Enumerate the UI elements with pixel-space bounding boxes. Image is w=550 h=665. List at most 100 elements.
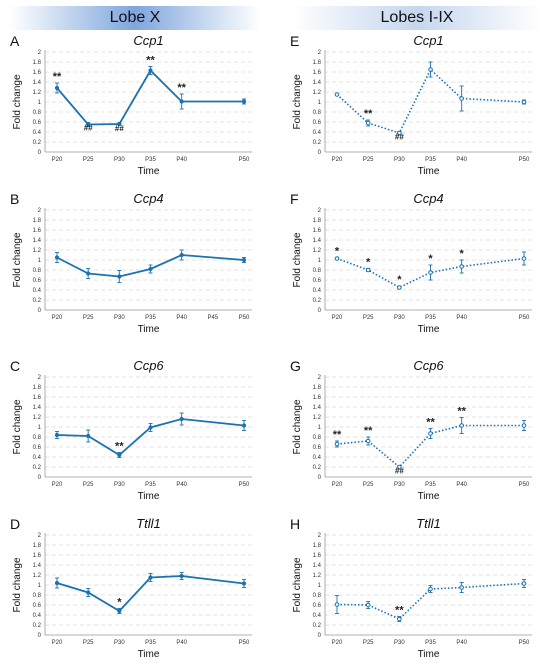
- x-axis-label: Time: [418, 491, 440, 502]
- y-tick-label: 1.2: [33, 415, 42, 421]
- data-point: [86, 433, 91, 439]
- x-axis-label: Time: [418, 166, 440, 177]
- data-point: [334, 602, 340, 607]
- data-point: [148, 266, 153, 272]
- data-point: [54, 255, 60, 260]
- y-tick-label: 1.6: [313, 70, 322, 76]
- y-axis-label: Fold change: [292, 74, 303, 129]
- y-tick-label: 1.6: [33, 228, 42, 234]
- significance-mark: *: [366, 257, 371, 269]
- x-tick-label: P30: [114, 640, 125, 646]
- x-tick-label: P45: [207, 315, 218, 321]
- y-tick-label: 0.4: [313, 288, 322, 294]
- data-point: [428, 431, 433, 436]
- x-tick-label: P35: [145, 157, 156, 163]
- y-tick-label: 1.2: [33, 573, 42, 579]
- chart-title: Ccp6: [413, 358, 444, 373]
- significance-mark: ##: [84, 124, 93, 133]
- data-point: [148, 68, 153, 73]
- data-point: [459, 423, 464, 428]
- y-tick-label: 0.2: [33, 140, 42, 146]
- y-tick-label: 0.8: [313, 110, 322, 116]
- x-tick-label: P40: [176, 315, 187, 321]
- y-axis-label: Fold change: [292, 399, 303, 454]
- data-point: [179, 252, 184, 258]
- x-axis-label: Time: [418, 649, 440, 660]
- panel-letter: D: [10, 516, 20, 532]
- x-tick-label: P50: [519, 157, 530, 163]
- y-tick-label: 0.2: [33, 465, 42, 471]
- y-tick-label: 0.6: [33, 278, 42, 284]
- y-tick-label: 1: [38, 100, 42, 106]
- y-tick-label: 1.6: [33, 70, 42, 76]
- y-tick-label: 2: [318, 533, 322, 539]
- data-point: [86, 122, 91, 127]
- y-tick-label: 1.4: [313, 238, 322, 244]
- significance-mark: **: [395, 605, 404, 617]
- data-point: [459, 585, 464, 590]
- y-tick-label: 0: [38, 308, 42, 314]
- y-tick-label: 0.6: [313, 445, 322, 451]
- data-point: [397, 464, 402, 470]
- series-line: [56, 418, 245, 457]
- x-axis-label: Time: [418, 324, 440, 335]
- y-tick-label: 0: [318, 633, 322, 639]
- significance-mark: **: [364, 108, 373, 120]
- y-tick-label: 0.6: [313, 120, 322, 126]
- x-tick-label: P25: [83, 157, 94, 163]
- y-tick-label: 2: [318, 208, 322, 214]
- significance-mark: *: [335, 246, 340, 258]
- data-point: [148, 425, 153, 430]
- y-tick-label: 0: [38, 633, 42, 639]
- panel-b: B Ccp4 0 0.2 0.4 0.6 0.8 1 1.2 1.4 1.6 1.8 2 P20 P25 P3…: [10, 191, 252, 335]
- series-line: [336, 582, 525, 620]
- y-tick-label: 0.6: [33, 603, 42, 609]
- header-lobes-i-ix-label: Lobes I-IX: [380, 9, 454, 26]
- panel-h: H Ttll1 0 0.2 0.4 0.6 0.8 1 1.2 1.4 1.6 1.8 2 P20 P25 P…: [290, 516, 532, 660]
- data-point: [365, 267, 371, 273]
- y-tick-label: 1.4: [33, 563, 42, 569]
- x-tick-label: P20: [332, 482, 343, 488]
- y-tick-label: 0.8: [33, 435, 42, 441]
- data-point: [334, 441, 340, 447]
- x-axis-label: Time: [138, 324, 160, 335]
- significance-mark: *: [460, 248, 465, 260]
- data-point: [54, 85, 60, 91]
- y-tick-label: 0.2: [313, 298, 322, 304]
- data-point: [179, 573, 184, 579]
- y-tick-label: 1.8: [313, 385, 322, 391]
- x-tick-label: P20: [52, 315, 63, 321]
- y-tick-label: 0.4: [33, 288, 42, 294]
- y-tick-label: 0.8: [313, 435, 322, 441]
- data-point: [521, 99, 527, 105]
- data-point: [241, 99, 247, 104]
- data-point: [397, 616, 402, 622]
- y-tick-label: 0.4: [313, 613, 322, 619]
- y-tick-label: 1.2: [313, 90, 322, 96]
- data-point: [117, 452, 122, 458]
- x-tick-label: P40: [176, 157, 187, 163]
- x-tick-label: P50: [239, 157, 250, 163]
- x-tick-label: P35: [145, 315, 156, 321]
- y-tick-label: 1.2: [33, 248, 42, 254]
- y-tick-label: 2: [38, 375, 42, 381]
- x-tick-label: P25: [363, 482, 374, 488]
- data-point: [365, 120, 371, 126]
- y-tick-label: 0.8: [313, 593, 322, 599]
- y-tick-label: 1.6: [313, 395, 322, 401]
- chart-title: Ttll1: [136, 516, 161, 531]
- panel-d: D Ttll1 0 0.2 0.4 0.6 0.8 1 1.2 1.4 1.6 1.8 2 P20 P25 P…: [10, 516, 252, 660]
- x-tick-label: P25: [83, 482, 94, 488]
- y-tick-label: 1.8: [33, 543, 42, 549]
- x-tick-label: P35: [425, 640, 436, 646]
- x-tick-label: P40: [456, 157, 467, 163]
- data-point: [397, 285, 402, 290]
- data-point: [241, 257, 247, 263]
- y-tick-label: 0: [318, 475, 322, 481]
- panel-g: G Ccp6 0 0.2 0.4 0.6 0.8 1 1.2 1.4 1.6 1.8 2 P20 P25 P3…: [290, 358, 532, 502]
- y-tick-label: 1.6: [33, 395, 42, 401]
- x-axis-label: Time: [138, 649, 160, 660]
- x-tick-label: P30: [114, 157, 125, 163]
- data-point: [54, 432, 60, 438]
